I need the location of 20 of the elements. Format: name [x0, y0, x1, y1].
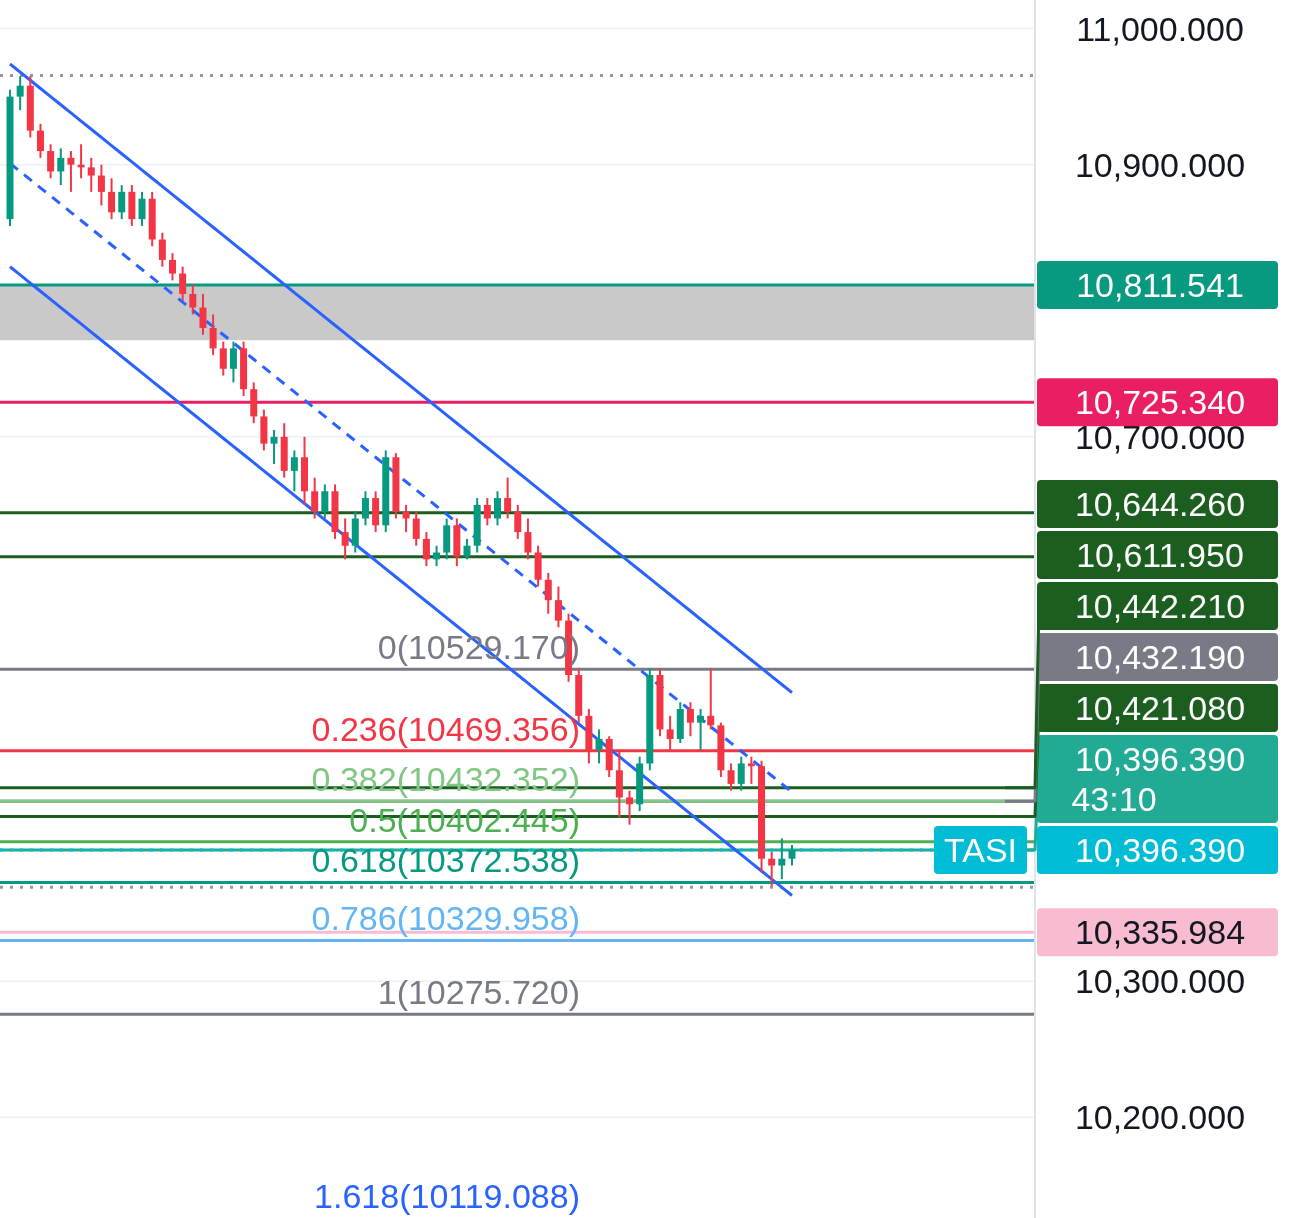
ref-line-label: 10,611.950 [1076, 536, 1244, 575]
annotation: 0.618(10372.538) [311, 841, 580, 880]
annotation: 1.618(10119.088) [314, 1177, 580, 1215]
annotation: 0.236(10469.356) [311, 709, 580, 748]
y-tick-label: 10,200.000 [1074, 1098, 1246, 1137]
ref-line-label: 10,421.080 [1074, 689, 1246, 728]
y-tick-label: 10,300.000 [1074, 962, 1246, 1001]
ref-line-label: 10,396.390 43:10 [1071, 740, 1246, 819]
y-tick-label: 10,900.000 [1074, 145, 1246, 184]
annotation: TASI [943, 831, 1017, 870]
annotation: 0.786(10329.958) [311, 899, 580, 938]
ref-line-label: 10,396.390 [1074, 831, 1246, 870]
ref-line-label: 10,442.210 [1074, 587, 1246, 626]
ref-line-label: 10,725.340 [1074, 383, 1246, 422]
ref-line-label: 10,432.190 [1074, 638, 1246, 677]
annotation: 1(10275.720) [377, 973, 580, 1012]
ref-line-label: 10,335.984 [1074, 913, 1246, 952]
y-tick-label: 11,000.000 [1076, 9, 1244, 48]
ref-line-label: 10,644.260 [1074, 485, 1246, 524]
ref-line-label: 10,811.541 [1076, 266, 1244, 305]
